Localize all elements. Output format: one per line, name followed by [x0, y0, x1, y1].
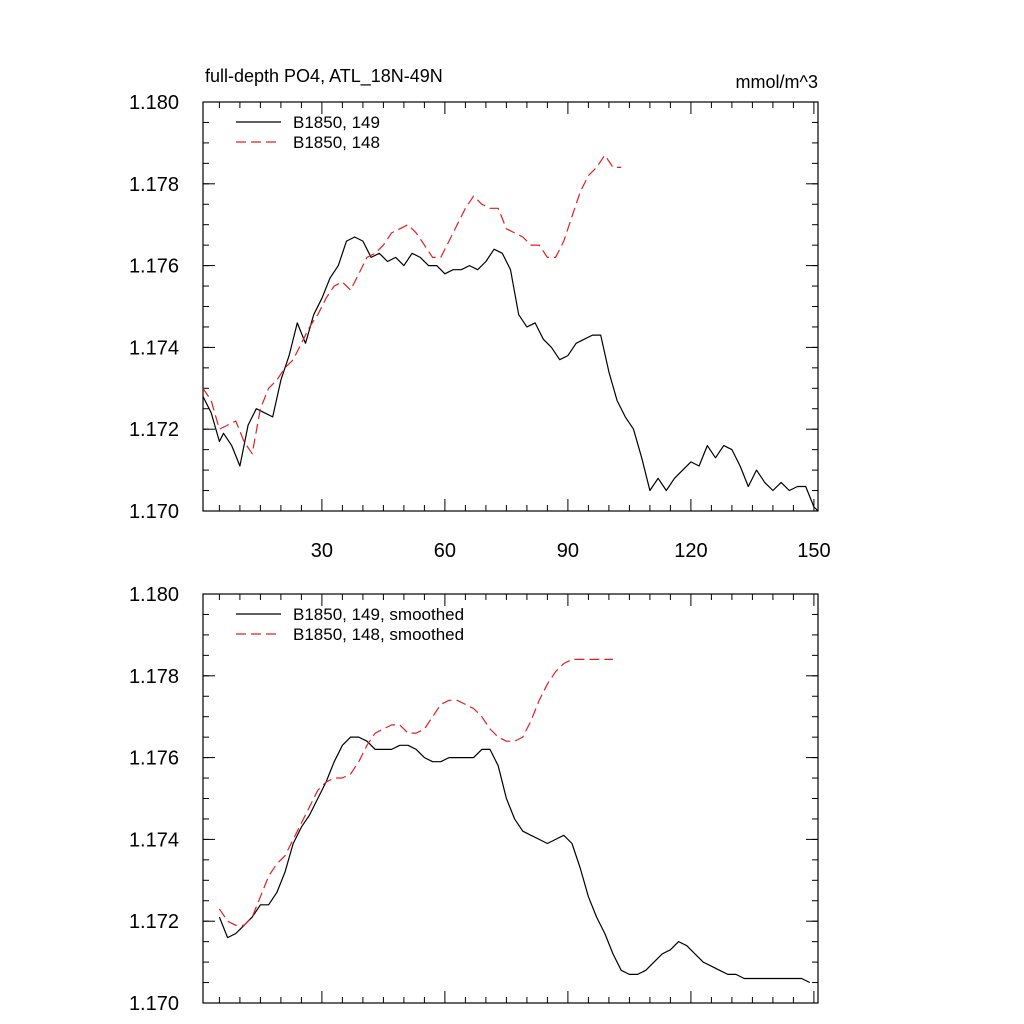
bottom-panel: 1.170 1.172 1.174 1.176 1.178 1.180 B1850, 149… — [129, 584, 819, 1015]
units-label: mmol/m^3 — [736, 72, 818, 92]
y-tick-label: 1.178 — [129, 666, 179, 688]
legend-label: B1850, 149 — [293, 113, 380, 132]
x-tick-label: 150 — [797, 540, 830, 562]
x-tick-label: 30 — [311, 540, 333, 562]
series-line-1 — [218, 658, 613, 926]
y-tick-label: 1.176 — [129, 748, 179, 770]
y-tick-label: 1.172 — [129, 911, 179, 933]
legend-label: B1850, 148 — [293, 133, 380, 152]
series-line-1 — [202, 154, 622, 455]
legend-label: B1850, 148, smoothed — [293, 625, 464, 644]
plot-frame — [202, 101, 819, 512]
chart-title: full-depth PO4, ATL_18N-49N — [205, 66, 443, 87]
y-tick-label: 1.170 — [129, 993, 179, 1015]
y-tick-label: 1.174 — [129, 829, 179, 851]
x-tick-label: 120 — [674, 540, 707, 562]
y-tick-label: 1.180 — [129, 584, 179, 606]
y-tick-label: 1.174 — [129, 337, 179, 359]
top-panel: 1.170 1.172 1.174 1.176 1.178 1.180 30 60 90 120 1… — [129, 66, 831, 562]
y-tick-label: 1.170 — [129, 501, 179, 523]
legend-label: B1850, 149, smoothed — [293, 605, 464, 624]
y-tick-label: 1.180 — [129, 92, 179, 114]
x-tick-label: 90 — [557, 540, 579, 562]
series-line-0 — [218, 736, 811, 984]
x-tick-label: 60 — [434, 540, 456, 562]
y-tick-label: 1.176 — [129, 256, 179, 278]
y-tick-label: 1.178 — [129, 174, 179, 196]
y-tick-label: 1.172 — [129, 419, 179, 441]
plot-frame — [202, 593, 819, 1004]
series-line-0 — [202, 236, 819, 512]
